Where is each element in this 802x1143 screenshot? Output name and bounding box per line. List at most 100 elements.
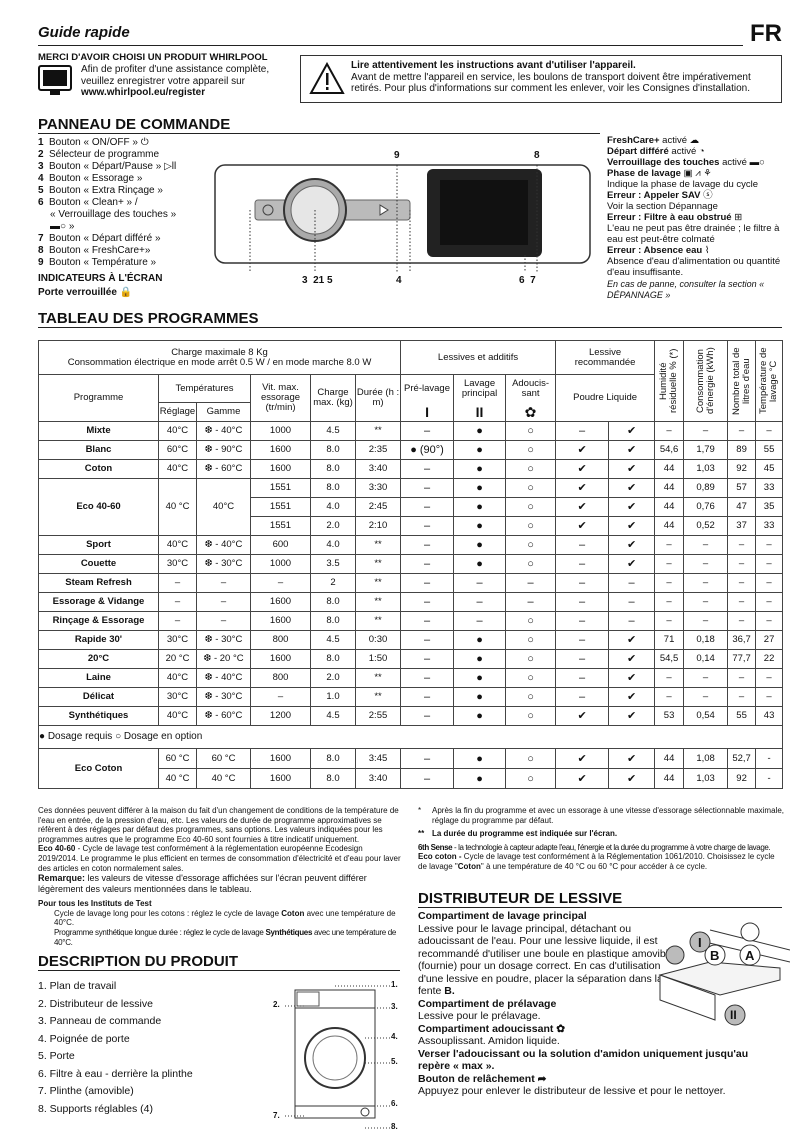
- table-cell: 30°C: [158, 630, 197, 650]
- table-cell: ✔: [555, 497, 610, 517]
- register-link[interactable]: www.whirlpool.eu/register: [81, 87, 206, 98]
- table-cell: 2.0: [310, 668, 356, 688]
- table-cell: –: [555, 649, 610, 669]
- lavage-header: Lavage principal: [453, 374, 507, 403]
- table-cell: –: [196, 592, 251, 612]
- table-cell: 3:40: [354, 459, 402, 479]
- table-cell: 2: [310, 573, 356, 593]
- table-cell: ❆ - 40°C: [196, 668, 251, 688]
- table-cell: –: [683, 668, 729, 688]
- table-cell: 44: [654, 516, 685, 536]
- table-cell: 30°C: [158, 687, 197, 707]
- table-cell: ❆ - 60°C: [196, 706, 251, 726]
- table-cell: –: [453, 611, 507, 631]
- softener-icon: ✿: [505, 402, 557, 422]
- table-cell: ● (90°): [400, 440, 455, 460]
- label-A: A: [745, 948, 755, 963]
- table-cell: 2:35: [354, 440, 402, 460]
- label-I: I: [698, 935, 702, 950]
- indicator-item: Erreur : Filtre à eau obstrué ⊞: [607, 212, 743, 223]
- table-cell: 30°C: [158, 554, 197, 574]
- table-cell: –: [400, 516, 455, 536]
- callout-4: 4: [396, 275, 402, 286]
- table-cell: 2:45: [354, 497, 402, 517]
- table-cell: 1600: [250, 611, 311, 631]
- litres-header: Nombre total de litres d'eau: [730, 347, 752, 415]
- humidite-header: Humidité résiduelle % (*): [658, 348, 680, 414]
- table-cell: 40°C: [158, 706, 197, 726]
- panel-item: 6 Bouton « Clean+ » /: [38, 197, 138, 208]
- program-table: Charge maximale 8 Kg Consommation électri…: [37, 340, 784, 789]
- table-cell: –: [555, 611, 610, 631]
- table-row: Synthétiques 40°C ❆ - 60°C 1200 4.5 2:55– ● ○ ✔ ✔…: [38, 706, 784, 726]
- table-cell: 3.5: [310, 554, 356, 574]
- table-cell: –: [158, 592, 197, 612]
- indicator-item: L'eau ne peut pas être drainée ; le filt…: [607, 223, 780, 245]
- table-cell: ●: [453, 497, 507, 517]
- indicator-item: Voir la section Dépannage: [607, 201, 718, 212]
- table-cell: –: [727, 573, 757, 593]
- callout: 6.: [391, 1099, 398, 1108]
- table-row: 1551 2.0 2:10– ● ○ ✔ ✔ 44 0,52 37 33: [39, 516, 784, 536]
- table-cell: ●: [453, 668, 507, 688]
- indicator-item: Indique la phase de lavage du cycle: [607, 179, 759, 190]
- table-cell: Sport: [38, 535, 159, 555]
- table-cell: ● Dosage requis ○ Dosage en option: [37, 725, 784, 749]
- table-cell: ●: [453, 706, 507, 726]
- table-cell: 600: [250, 535, 311, 555]
- door-locked: Porte verrouillée 🔒: [38, 287, 133, 298]
- table-cell: 8.0: [310, 611, 356, 631]
- table-cell: –: [683, 592, 729, 612]
- callout: 4.: [391, 1032, 398, 1041]
- table-cell: 4.5: [310, 421, 356, 441]
- table-cell: –: [400, 706, 455, 726]
- table-cell: 0,76: [683, 497, 729, 517]
- poudre-liquide-header: Poudre Liquide: [555, 374, 656, 422]
- table-cell: 44: [654, 478, 685, 498]
- table-cell: **: [354, 687, 402, 707]
- table-cell: 3:45: [354, 748, 402, 769]
- notes-left: Ces données peuvent différer à la maison…: [38, 806, 401, 947]
- table-cell: –: [400, 573, 455, 593]
- callout-6-7: 6 7: [519, 275, 536, 286]
- table-cell: –: [654, 554, 685, 574]
- table-cell: ✔: [608, 649, 656, 669]
- panel-heading: PANNEAU DE COMMANDE: [38, 116, 231, 133]
- table-cell: -: [755, 768, 784, 789]
- table-cell: Essorage & Vidange: [38, 592, 159, 612]
- table-cell: –: [608, 592, 656, 612]
- table-cell: –: [683, 554, 729, 574]
- table-row: Sport 40°C ❆ - 40°C 600 4.0 ** – ● ○ – ✔ – – – –: [38, 535, 784, 555]
- description-item: 6. Filtre à eau - derrière la plinthe: [38, 1067, 193, 1080]
- table-cell: 27: [755, 630, 784, 650]
- distributor-heading-rule: [418, 907, 782, 908]
- table-cell: 800: [250, 630, 311, 650]
- table-cell: 4.5: [310, 706, 356, 726]
- trouble-note: En cas de panne, consulter la section « …: [607, 279, 765, 300]
- table-cell: –: [755, 592, 784, 612]
- callout: 8.: [391, 1122, 398, 1131]
- gamme-header: Gamme: [196, 402, 251, 422]
- indicator-item: Erreur : Appeler SAV ⓢ: [607, 190, 713, 201]
- lavage-icon: II: [453, 402, 507, 422]
- table-cell: –: [727, 611, 757, 631]
- table-cell: Laine: [38, 668, 159, 688]
- table-cell: 40°C: [158, 459, 197, 479]
- table-cell: 1551: [250, 516, 311, 536]
- label-II: II: [730, 1008, 737, 1022]
- duree-header: Durée (h : m): [354, 374, 402, 422]
- panel-item: 9 Bouton « Température »: [38, 257, 157, 268]
- adoucissant-header: Adoucis-sant: [505, 374, 557, 403]
- table-cell: 8.0: [310, 478, 356, 498]
- table-row: Délicat 30°C ❆ - 30°C –1.0 ** – ● ○ – ✔ – – – –: [38, 687, 784, 707]
- table-cell: –: [196, 611, 251, 631]
- thanks-title: MERCI D'AVOIR CHOISI UN PRODUIT WHIRLPOO…: [38, 52, 268, 63]
- table-cell: 0,18: [683, 630, 729, 650]
- table-cell: **: [354, 554, 402, 574]
- table-cell: 800: [250, 668, 311, 688]
- control-panel-diagram: [214, 164, 591, 272]
- panel-item: « Verrouillage des touches »: [50, 209, 177, 220]
- table-cell: ●: [453, 516, 507, 536]
- indicator-item: Verrouillage des touches activé ▬○: [607, 157, 765, 168]
- table-cell: Synthétiques: [38, 706, 159, 726]
